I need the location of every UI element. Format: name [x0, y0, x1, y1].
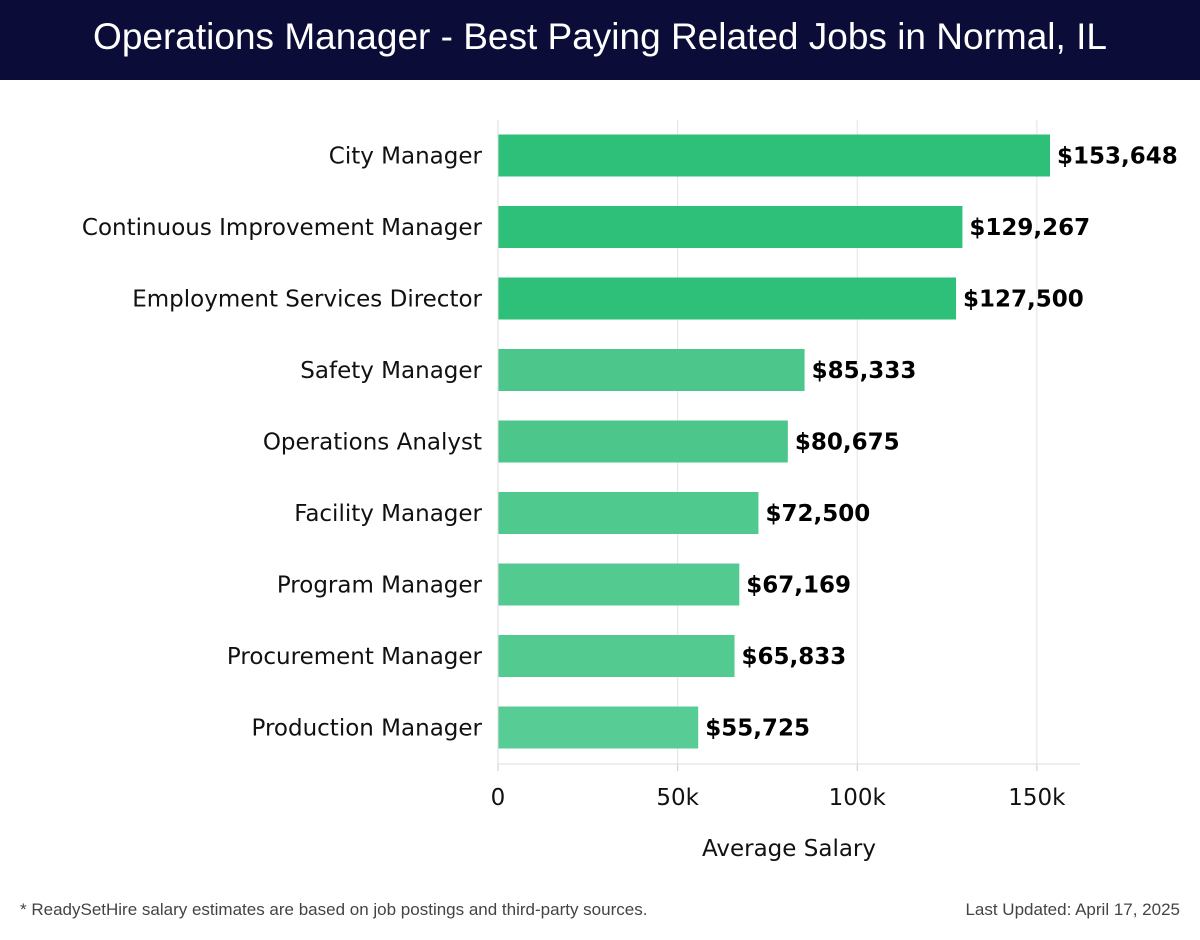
category-label: Procurement Manager [227, 644, 483, 670]
value-label: $80,675 [795, 430, 900, 456]
value-label: $72,500 [765, 501, 870, 527]
x-tick-label: 50k [656, 785, 699, 811]
bars: $153,648 $129,267 $127,500 $85,333 $80,675 $7… [498, 134, 1178, 749]
last-updated-date: Last Updated: April 17, 2025 [965, 900, 1180, 919]
bar [498, 635, 735, 677]
footer-note: * ReadySetHire salary estimates are base… [20, 900, 648, 919]
category-label: City Manager [329, 144, 483, 170]
category-label: Program Manager [277, 573, 483, 599]
x-axis-title: Average Salary [702, 836, 876, 862]
value-label: $55,725 [705, 716, 810, 742]
bar [498, 563, 740, 606]
x-tick-label: 100k [829, 785, 887, 811]
value-label: $127,500 [963, 287, 1084, 313]
x-tick-label: 150k [1008, 785, 1066, 811]
chart-title: Operations Manager - Best Paying Related… [93, 16, 1107, 57]
value-label: $65,833 [742, 644, 847, 670]
category-label: Operations Analyst [263, 430, 482, 456]
bar [498, 706, 699, 749]
salary-bar-chart: $153,648 $129,267 $127,500 $85,333 $80,675 $7… [82, 120, 1178, 862]
axes: 0 50k 100k 150k City Manager Continuous Impro… [82, 120, 1080, 811]
bar [498, 277, 957, 320]
value-label: $67,169 [746, 573, 851, 599]
x-tick-label: 0 [491, 785, 506, 811]
bar [498, 349, 805, 391]
category-label: Safety Manager [300, 358, 482, 384]
category-label: Production Manager [252, 716, 483, 742]
bar [498, 134, 1050, 177]
bar [498, 420, 788, 463]
category-label: Facility Manager [294, 501, 482, 527]
bar [498, 492, 759, 534]
chart-header: Operations Manager - Best Paying Related… [0, 0, 1200, 80]
value-label: $129,267 [969, 215, 1090, 241]
category-label: Employment Services Director [132, 287, 482, 313]
category-label: Continuous Improvement Manager [82, 215, 483, 241]
bar [498, 206, 963, 248]
value-label: $85,333 [812, 358, 917, 384]
value-label: $153,648 [1057, 144, 1178, 170]
